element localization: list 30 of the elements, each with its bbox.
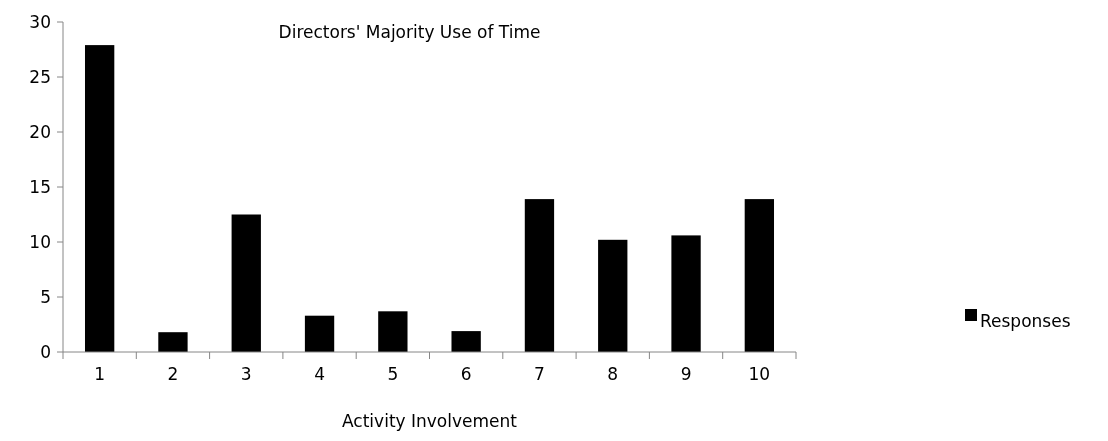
chart-title: Directors' Majority Use of Time	[278, 22, 541, 42]
x-tick-label: 10	[748, 364, 771, 384]
y-tick-label: 30	[29, 11, 51, 32]
x-tick-label: 6	[460, 364, 472, 384]
y-tick-label: 0	[40, 341, 51, 362]
x-tick-label: 1	[94, 364, 106, 384]
bar	[158, 332, 188, 352]
y-tick-label: 15	[29, 176, 51, 197]
x-axis-title: Activity Involvement	[342, 411, 518, 431]
x-tick-label: 7	[534, 364, 545, 384]
x-tick-label: 5	[387, 364, 399, 384]
x-tick-label: 9	[680, 364, 692, 384]
bar	[304, 315, 335, 352]
legend-label: Responses	[980, 311, 1071, 331]
bar	[378, 311, 408, 352]
x-tick-label: 3	[240, 364, 252, 384]
bar	[84, 45, 115, 352]
y-tick-label: 5	[40, 286, 51, 307]
x-tick-label: 8	[607, 364, 619, 384]
y-tick-label: 20	[29, 121, 51, 142]
bar	[671, 235, 701, 352]
bar	[598, 239, 628, 352]
bar	[231, 214, 261, 352]
y-tick-label: 25	[29, 66, 51, 87]
bar	[744, 199, 775, 352]
bar	[524, 199, 555, 352]
x-tick-label: 2	[167, 364, 179, 384]
bar	[451, 331, 481, 352]
y-tick-label: 10	[29, 231, 51, 252]
x-tick-label: 4	[314, 364, 325, 384]
